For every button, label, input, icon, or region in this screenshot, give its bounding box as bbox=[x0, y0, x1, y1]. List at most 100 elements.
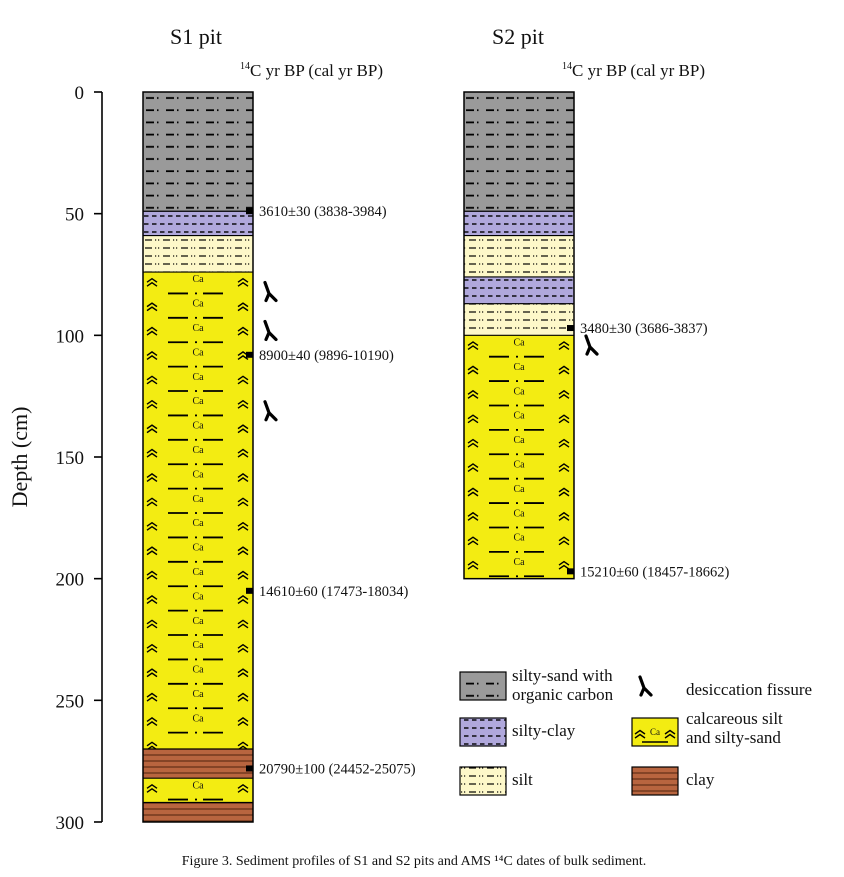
chevron-mark bbox=[237, 375, 249, 385]
chevron-mark bbox=[634, 729, 646, 739]
desiccation-fissure-icon bbox=[638, 675, 653, 697]
ca-label: Ca bbox=[192, 445, 204, 456]
chevron-mark bbox=[146, 668, 158, 678]
s2-title: S2 pit bbox=[492, 24, 544, 49]
chevron-mark bbox=[237, 643, 249, 653]
ca-label: Ca bbox=[192, 780, 204, 791]
sample-marker bbox=[567, 325, 574, 332]
calcareous-fill bbox=[464, 335, 574, 579]
ca-label: Ca bbox=[192, 372, 204, 383]
chevron-mark bbox=[237, 521, 249, 531]
axis-tick-label: 100 bbox=[56, 326, 85, 347]
chevron-mark bbox=[237, 668, 249, 678]
chevron-mark bbox=[146, 326, 158, 336]
s1-layer-calcareous: Ca Ca Ca Ca Ca Ca Ca Ca Ca Ca Ca Ca Ca Ca Ca Ca Ca Ca Ca bbox=[143, 271, 253, 751]
ca-label: Ca bbox=[513, 337, 525, 348]
s2-layer-silt bbox=[464, 303, 574, 336]
chevron-mark bbox=[467, 365, 479, 375]
s1-column-outline bbox=[142, 91, 254, 823]
axis-tick-label: 200 bbox=[56, 570, 85, 591]
s2-date-label: 15210±60 (18457-18662) bbox=[580, 564, 729, 580]
legend-item-silty-clay: silty-clay bbox=[459, 717, 576, 747]
chevron-mark bbox=[237, 595, 249, 604]
s1-date-label: 3610±30 (3838-3984) bbox=[259, 204, 387, 220]
ca-label: Ca bbox=[192, 518, 204, 529]
silt-fill bbox=[464, 303, 574, 336]
chevron-mark bbox=[146, 351, 158, 360]
chevron-mark bbox=[146, 473, 158, 482]
chevron-mark bbox=[237, 277, 249, 287]
silty-sand-organic-fill bbox=[464, 92, 574, 212]
ca-label: Ca bbox=[192, 543, 204, 554]
silty-sand-organic-fill bbox=[143, 92, 253, 212]
s1-title: S1 pit bbox=[170, 24, 222, 49]
ca-label: Ca bbox=[192, 591, 204, 602]
ca-label: Ca bbox=[513, 411, 525, 422]
s2-column-outline bbox=[463, 91, 575, 580]
sample-marker bbox=[246, 765, 253, 772]
legend-label: organic carbon bbox=[512, 685, 614, 704]
ca-label: Ca bbox=[192, 494, 204, 505]
s1-date-label: 8900±40 (9896-10190) bbox=[259, 348, 394, 364]
chevron-mark bbox=[146, 717, 158, 726]
s2-layer-calcareous: Ca Ca Ca Ca Ca Ca Ca Ca Ca Ca bbox=[464, 334, 574, 579]
sample-marker bbox=[567, 568, 574, 575]
silt-fill bbox=[143, 235, 253, 273]
ca-label: Ca bbox=[192, 665, 204, 676]
s2-date-header: 14C yr BP (cal yr BP) bbox=[562, 61, 705, 80]
chevron-mark bbox=[237, 546, 249, 556]
chevron-mark bbox=[146, 783, 158, 793]
legend-label: silt bbox=[512, 770, 533, 789]
ca-label: Ca bbox=[192, 421, 204, 432]
chevron-mark bbox=[237, 497, 249, 507]
legend-label: clay bbox=[686, 770, 715, 789]
chevron-mark bbox=[146, 302, 158, 312]
legend-item-silt: silt bbox=[459, 766, 533, 796]
ca-label: Ca bbox=[192, 323, 204, 334]
s1-layer-silty-sand-organic bbox=[143, 92, 253, 212]
chevron-mark bbox=[146, 570, 158, 580]
silty-clay-fill bbox=[464, 276, 574, 304]
chevron-mark bbox=[237, 783, 249, 793]
chevron-mark bbox=[558, 341, 570, 351]
chevron-mark bbox=[237, 326, 249, 336]
chevron-mark bbox=[467, 511, 479, 521]
legend-label: silty-sand with bbox=[512, 666, 613, 685]
ca-label: Ca bbox=[192, 299, 204, 310]
chevron-mark bbox=[146, 375, 158, 385]
ca-label: Ca bbox=[192, 713, 204, 724]
chevron-mark bbox=[558, 511, 570, 521]
s2-layer-silty-clay bbox=[464, 210, 574, 236]
calcareous-fill bbox=[143, 272, 253, 749]
sample-marker bbox=[246, 587, 253, 594]
ca-label: Ca bbox=[192, 689, 204, 700]
s1-layer-silty-clay bbox=[143, 210, 253, 236]
legend-swatch-clay bbox=[631, 766, 679, 796]
s2-layer-silt bbox=[464, 234, 574, 277]
ca-label: Ca bbox=[513, 508, 525, 519]
s1-date-header: 14C yr BP (cal yr BP) bbox=[240, 61, 383, 80]
s2-date-label: 3480±30 (3686-3837) bbox=[580, 321, 708, 337]
axis-tick-label: 300 bbox=[56, 813, 85, 834]
chevron-mark bbox=[558, 463, 570, 473]
chevron-mark bbox=[467, 389, 479, 399]
ca-label: Ca bbox=[192, 396, 204, 407]
legend-label: silty-clay bbox=[512, 721, 576, 740]
chevron-mark bbox=[237, 717, 249, 726]
chevron-mark bbox=[558, 365, 570, 375]
chevron-mark bbox=[146, 277, 158, 287]
legend-label: and silty-sand bbox=[686, 728, 781, 747]
chevron-mark bbox=[467, 341, 479, 351]
desiccation-fissure-icon bbox=[263, 400, 278, 422]
s1-date-label: 14610±60 (17473-18034) bbox=[259, 584, 408, 600]
ca-label: Ca bbox=[513, 557, 525, 568]
legend-item-fissure: desiccation fissure bbox=[638, 675, 812, 699]
sample-marker bbox=[246, 351, 253, 358]
chevron-mark bbox=[467, 438, 479, 448]
s1-profile: S1 pit 14C yr BP (cal yr BP) Ca Ca Ca Ca Ca Ca C… bbox=[142, 24, 416, 823]
chevron-mark bbox=[237, 473, 249, 482]
